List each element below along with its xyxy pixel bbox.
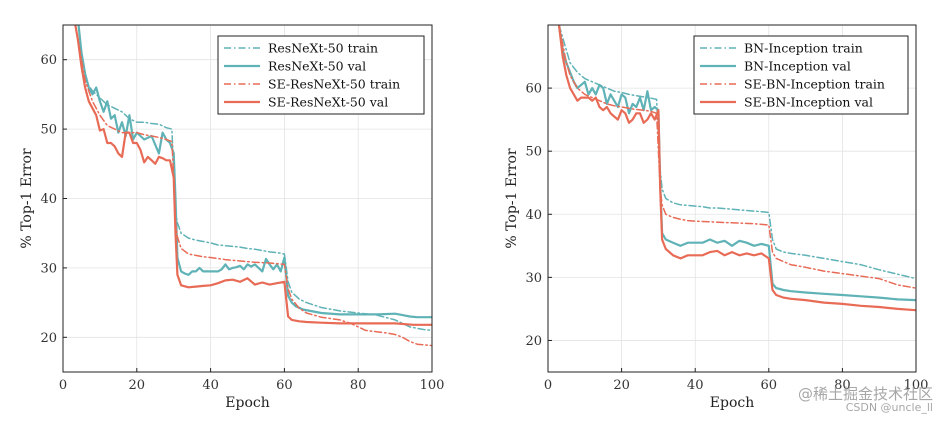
legend-label: BN-Inception val (744, 59, 851, 74)
series-line-se-bn-inception-val (557, 25, 916, 312)
legend-label: SE-BN-Inception train (744, 77, 885, 92)
chart-resnext: 0 20 40 60 80 100 20 30 40 50 60 Epoch % Top-1 Error… (19, 24, 445, 411)
x-tick-label: 80 (350, 378, 367, 393)
x-tick-label: 40 (687, 378, 704, 393)
y-tick-label: 20 (525, 334, 542, 349)
legend-label: SE-ResNeXt-50 train (268, 77, 400, 92)
legend-label: ResNeXt-50 val (268, 59, 366, 74)
watermark: @稀土掘金技术社区 CSDN @uncle_ll (797, 384, 933, 415)
series-group (74, 25, 432, 347)
legend-label: BN-Inception train (744, 41, 863, 56)
legend: ResNeXt-50 train ResNeXt-50 val SE-ResNeXt… (217, 35, 425, 115)
y-tick-label: 40 (40, 192, 57, 207)
chart-bninception: 0 20 40 60 80 100 20 30 40 50 60 Epoch % Top-1 Error… (504, 24, 929, 411)
x-tick-label: 60 (761, 378, 778, 393)
x-tick-label: 20 (613, 378, 630, 393)
y-tick-label: 40 (525, 208, 542, 223)
y-tick-label: 20 (40, 331, 57, 346)
x-axis-label: Epoch (225, 395, 269, 411)
plot-frame (547, 24, 917, 373)
y-axis-label: % Top-1 Error (504, 148, 520, 249)
x-axis-label: Epoch (710, 395, 754, 411)
x-tick-label: 100 (420, 378, 445, 393)
series-group (557, 25, 916, 312)
y-tick-label: 30 (525, 271, 542, 286)
y-tick-label: 30 (40, 261, 57, 276)
legend-box (217, 35, 425, 115)
series-line-se-resnext-50-val (74, 25, 432, 326)
x-tick-label: 0 (544, 378, 552, 393)
y-tick-label: 50 (525, 145, 542, 160)
x-tick-label: 20 (129, 378, 146, 393)
series-line-resnext-50-val (77, 25, 432, 319)
x-tick-label: 40 (202, 378, 219, 393)
y-tick-label: 60 (525, 82, 542, 97)
series-line-resnext-50-train (74, 25, 432, 332)
x-tick-label: 80 (834, 378, 851, 393)
legend-label: SE-BN-Inception val (744, 95, 873, 110)
watermark-main: @稀土掘金技术社区 (797, 384, 933, 403)
x-tick-label: 60 (276, 378, 293, 393)
legend: BN-Inception train BN-Inception val SE-BN-… (693, 35, 909, 115)
y-tick-label: 60 (40, 53, 57, 68)
y-axis-label: % Top-1 Error (19, 148, 35, 249)
watermark-sub: CSDN @uncle_ll (845, 401, 933, 415)
y-tick-label: 50 (40, 123, 57, 138)
legend-label: ResNeXt-50 train (268, 41, 378, 56)
x-tick-label: 100 (904, 378, 929, 393)
x-tick-label: 0 (59, 378, 67, 393)
series-line-se-resnext-50-train (74, 25, 432, 347)
legend-label: SE-ResNeXt-50 val (268, 95, 388, 110)
